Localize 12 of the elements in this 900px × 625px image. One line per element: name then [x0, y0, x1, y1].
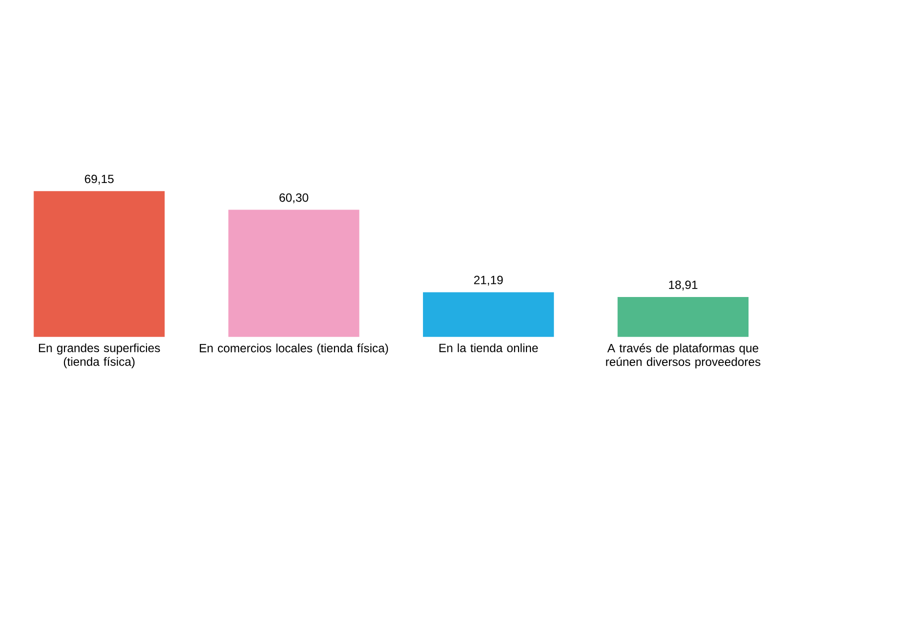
x-tick-label: En comercios locales (tienda física) — [200, 343, 388, 355]
data-label: 21,19 — [474, 276, 503, 286]
x-tick-label: A través de plataformas que reúnen diversos proveedores — [606, 343, 760, 368]
bar — [618, 297, 749, 337]
bar — [228, 210, 360, 337]
data-label: 18,91 — [669, 280, 698, 290]
bar — [34, 191, 165, 337]
x-tick-label: En la tienda online — [439, 343, 538, 352]
data-label: 60,30 — [280, 193, 308, 204]
x-tick-label: En grandes superficies (tienda física) — [38, 343, 160, 368]
data-label: 69,15 — [84, 174, 114, 185]
bar — [422, 292, 554, 337]
